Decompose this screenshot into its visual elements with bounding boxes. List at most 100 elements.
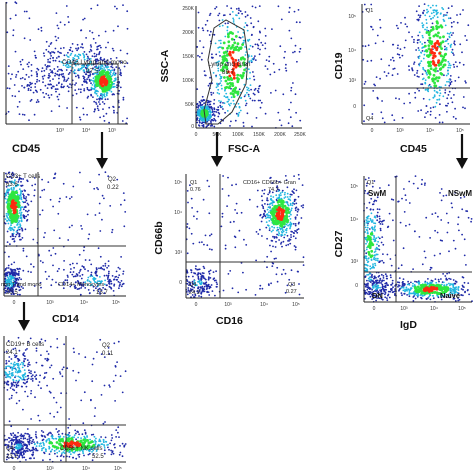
- event-dot: [60, 85, 63, 88]
- event-dot: [415, 49, 417, 51]
- event-dot: [237, 12, 240, 15]
- event-dot: [120, 74, 122, 77]
- event-dot: [112, 106, 115, 108]
- event-dot: [105, 112, 108, 115]
- event-dot: [95, 65, 98, 67]
- event-dot: [59, 371, 61, 373]
- event-dot: [403, 292, 406, 295]
- event-dot: [219, 42, 222, 45]
- event-dot: [193, 279, 196, 282]
- event-dot: [26, 219, 28, 222]
- event-dot: [213, 99, 216, 101]
- event-dot: [421, 295, 424, 297]
- event-dot: [112, 290, 115, 292]
- event-dot: [49, 43, 52, 45]
- event-dot: [86, 284, 89, 286]
- event-dot: [10, 452, 13, 455]
- event-dot: [6, 181, 9, 184]
- event-dot: [451, 48, 454, 51]
- event-dot: [247, 54, 250, 57]
- event-dot: [120, 61, 123, 64]
- event-dot: [436, 79, 440, 83]
- event-dot: [433, 46, 437, 49]
- event-dot: [427, 47, 431, 51]
- event-dot: [257, 47, 259, 50]
- event-dot: [429, 237, 431, 239]
- event-dot: [201, 285, 204, 288]
- event-dot: [77, 280, 80, 283]
- event-dot: [90, 82, 92, 85]
- event-dot: [79, 270, 81, 272]
- event-dot: [75, 438, 77, 441]
- event-dot: [217, 67, 220, 70]
- event-dot: [293, 10, 296, 13]
- event-dot: [20, 435, 23, 438]
- event-dot: [124, 370, 127, 373]
- event-dot: [59, 373, 62, 375]
- event-dot: [426, 29, 428, 31]
- event-dot: [375, 253, 378, 256]
- event-dot: [5, 212, 8, 215]
- event-dot: [379, 260, 381, 263]
- event-dot: [62, 64, 65, 66]
- event-dot: [372, 297, 375, 299]
- event-dot: [42, 438, 45, 441]
- event-dot: [97, 290, 100, 293]
- event-dot: [234, 246, 237, 249]
- cd3-cd14-scatter-dots: [3, 171, 127, 297]
- event-dot: [231, 82, 234, 85]
- event-dot: [101, 218, 103, 221]
- cd27-igd-naive: Naive: [440, 291, 460, 300]
- event-dot: [450, 21, 453, 24]
- event-dot: [103, 197, 105, 200]
- event-dot: [425, 22, 428, 25]
- event-dot: [449, 287, 451, 290]
- event-dot: [15, 273, 17, 276]
- event-dot: [299, 21, 301, 24]
- event-dot: [196, 290, 199, 293]
- event-dot: [374, 264, 377, 267]
- event-dot: [112, 85, 115, 88]
- event-dot: [8, 441, 11, 443]
- event-dot: [197, 105, 200, 107]
- event-dot: [22, 287, 24, 289]
- event-dot: [9, 387, 12, 389]
- event-dot: [400, 264, 403, 267]
- event-dot: [104, 288, 106, 290]
- event-dot: [15, 438, 17, 441]
- event-dot: [403, 188, 405, 190]
- event-dot: [19, 434, 22, 437]
- event-dot: [93, 87, 96, 90]
- event-dot: [383, 279, 385, 282]
- event-dot: [74, 284, 77, 287]
- event-dot: [446, 97, 449, 100]
- cd19-cd45-y-tick-1: 10³: [349, 78, 357, 84]
- event-dot: [258, 85, 261, 88]
- event-dot: [26, 447, 29, 450]
- event-dot: [33, 50, 36, 53]
- event-dot: [247, 87, 250, 90]
- event-dot: [382, 275, 385, 277]
- event-dot: [86, 279, 89, 282]
- event-dot: [90, 46, 93, 48]
- event-dot: [63, 59, 65, 61]
- event-dot: [54, 88, 57, 90]
- event-dot: [424, 182, 426, 185]
- event-dot: [76, 430, 79, 433]
- event-dot: [100, 92, 103, 95]
- event-dot: [38, 381, 41, 383]
- event-dot: [101, 65, 104, 67]
- event-dot: [401, 117, 404, 119]
- event-dot: [14, 270, 17, 272]
- event-dot: [392, 286, 394, 289]
- event-dot: [69, 197, 71, 200]
- event-dot: [126, 52, 129, 55]
- event-dot: [118, 436, 120, 438]
- event-dot: [415, 10, 418, 13]
- event-dot: [278, 227, 281, 229]
- event-dot: [23, 364, 26, 367]
- event-dot: [270, 195, 272, 198]
- event-dot: [203, 285, 206, 288]
- event-dot: [229, 53, 232, 57]
- event-dot: [376, 208, 379, 211]
